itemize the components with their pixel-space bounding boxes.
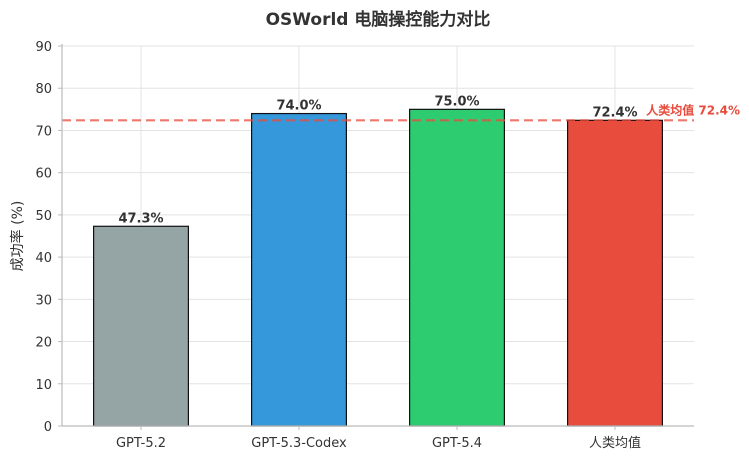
x-tick-label: GPT-5.2	[116, 436, 166, 451]
bar-2	[251, 112, 348, 427]
data-label: 47.3%	[118, 211, 163, 226]
data-label: 75.0%	[434, 94, 479, 109]
x-tick-label: GPT-5.3-Codex	[251, 436, 347, 451]
bar-4	[566, 119, 663, 427]
y-tick-label: 10	[35, 378, 52, 393]
bar-1	[92, 225, 190, 427]
y-tick-label: 90	[35, 40, 52, 55]
y-axis-label: 成功率 (%)	[9, 201, 26, 272]
y-tick-label: 40	[35, 251, 52, 266]
bars	[92, 108, 663, 427]
x-tick-label: 人类均值	[589, 435, 641, 451]
bar-3	[409, 108, 506, 427]
y-tick-label: 80	[35, 82, 52, 97]
labels: 0 10 20 30 40 50 60 70 80 90 47.3% GPT-5.2 74.0% GPT-…	[35, 40, 740, 451]
axes	[58, 44, 694, 430]
data-label: 74.0%	[276, 99, 321, 114]
y-tick-label: 30	[35, 293, 52, 308]
y-tick-label: 60	[35, 167, 52, 182]
y-tick-label: 20	[35, 336, 52, 351]
chart-title: OSWorld 电脑操控能力对比	[266, 9, 491, 30]
reference-line-label: 人类均值 72.4%	[646, 102, 740, 117]
data-label: 72.4%	[592, 105, 637, 120]
x-tick-label: GPT-5.4	[432, 436, 482, 451]
y-tick-label: 50	[35, 209, 52, 224]
y-tick-label: 70	[35, 124, 52, 139]
y-tick-label: 0	[44, 420, 52, 435]
